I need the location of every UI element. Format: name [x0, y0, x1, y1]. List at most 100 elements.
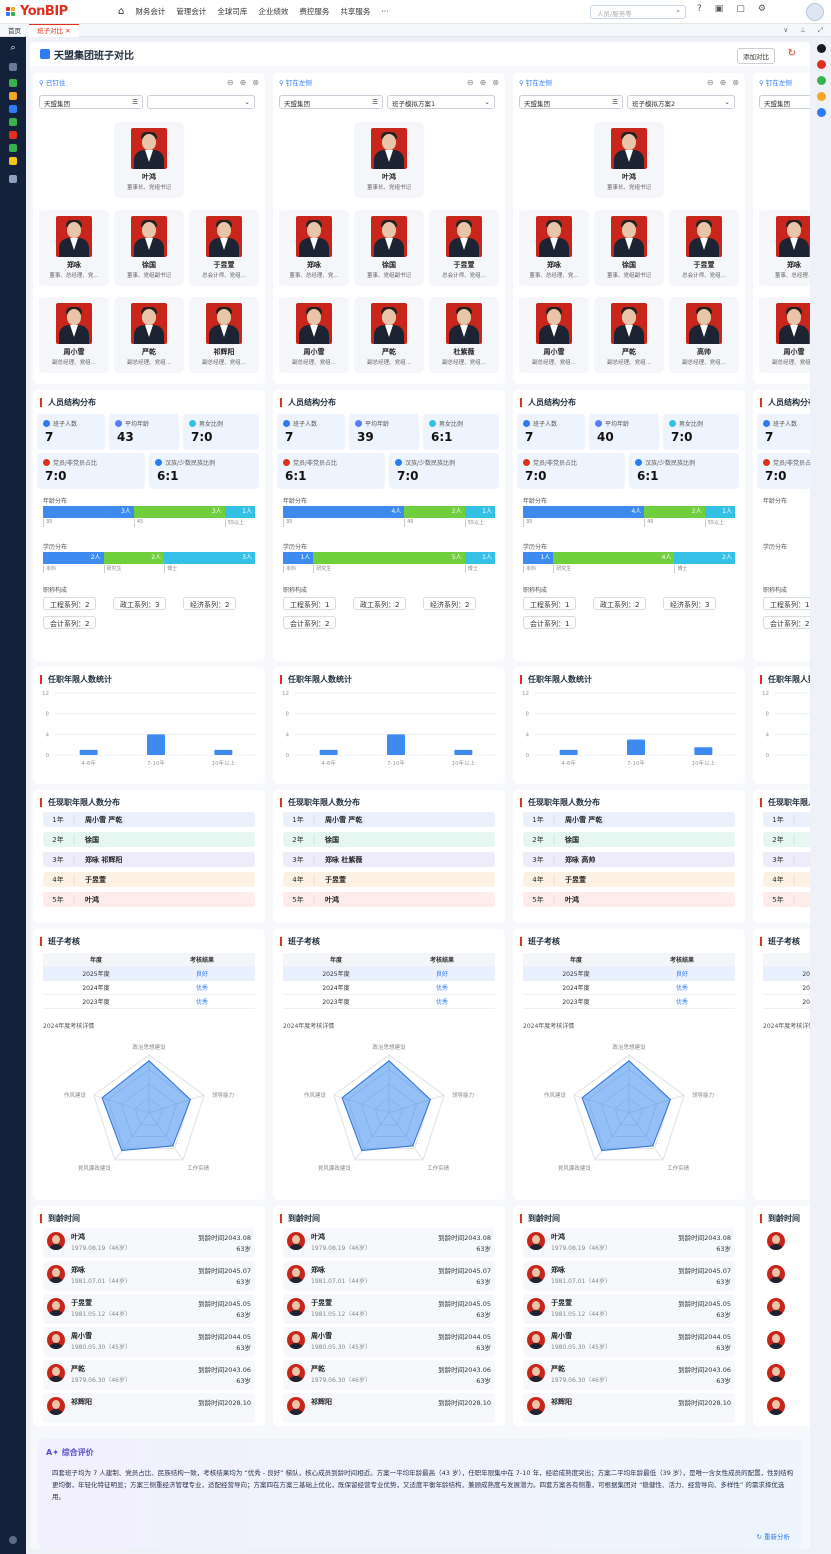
fullscreen-icon[interactable]: ⤢	[817, 25, 823, 34]
member-card[interactable]: 周小雪 副总经理、党组...	[279, 297, 349, 373]
tenure-bar[interactable]	[147, 734, 165, 755]
table-row[interactable]: 2023年度 优秀	[283, 995, 495, 1009]
cell-result[interactable]: 良好	[195, 971, 208, 978]
remove-icon[interactable]: ⊗	[732, 77, 739, 87]
org-select[interactable]: 天盟集团☰	[759, 95, 810, 109]
org-select[interactable]: 天盟集团☰	[39, 95, 143, 109]
home-icon[interactable]: ⌂	[118, 6, 125, 17]
remove-icon[interactable]: ⊗	[252, 77, 259, 87]
chat-icon[interactable]	[9, 175, 17, 183]
assistant-icon[interactable]	[817, 44, 826, 53]
pin-icon[interactable]: ⊥	[800, 25, 806, 34]
yonbip-logo[interactable]: YonBIP	[0, 4, 100, 19]
remove-icon[interactable]: ⊗	[492, 77, 499, 87]
member-card[interactable]: 徐国 董事、党组副书记	[594, 210, 664, 286]
scheme-select[interactable]: 班子模拟方案1 ⌄	[387, 95, 495, 109]
app-icon[interactable]	[9, 131, 17, 139]
app-icon[interactable]	[817, 60, 826, 69]
table-row[interactable]: 2024年度	[763, 981, 810, 995]
global-search-input[interactable]: 人员/服务等 ⌕	[590, 5, 686, 19]
member-card[interactable]: 于昱萱 总会计师、党组...	[429, 210, 499, 286]
cell-result[interactable]: 良好	[675, 971, 688, 978]
table-row[interactable]: 2024年度 优秀	[283, 981, 495, 995]
tenure-bar[interactable]	[319, 749, 338, 755]
app-icon[interactable]	[9, 118, 17, 126]
pin-toggle[interactable]: ⚲ 钉在左侧	[519, 77, 552, 87]
app-icon[interactable]	[817, 92, 826, 101]
settings-icon[interactable]: ⚙	[757, 4, 766, 14]
app-icon[interactable]	[9, 92, 17, 100]
table-row[interactable]: 2025年度 良好	[283, 967, 495, 981]
scheme-select[interactable]: 班子模拟方案2 ⌄	[627, 95, 735, 109]
message-icon[interactable]: ▢	[736, 4, 745, 14]
cell-result[interactable]: 优秀	[435, 985, 448, 992]
member-card[interactable]: 叶鸿 董事长、党组书记	[114, 122, 184, 198]
move-right-icon[interactable]: ⊕	[479, 77, 487, 87]
member-card[interactable]: 高帅 副总经理、党组...	[669, 297, 739, 373]
move-left-icon[interactable]: ⊖	[466, 77, 474, 87]
add-compare-button[interactable]: 添加对比	[737, 48, 775, 64]
app-icon[interactable]	[9, 144, 17, 152]
app-icon[interactable]	[817, 108, 826, 117]
member-card[interactable]: 杜紫薇 副总经理、党组...	[429, 297, 499, 373]
cell-result[interactable]: 良好	[435, 971, 448, 978]
app-icon[interactable]	[817, 76, 826, 85]
org-select[interactable]: 天盟集团☰	[519, 95, 623, 109]
chevron-down-icon[interactable]: ∨	[783, 25, 789, 34]
pin-toggle[interactable]: ⚲ 钉在左侧	[279, 77, 312, 87]
member-card[interactable]: 叶鸿 董事长、党组书记	[594, 122, 664, 198]
search-icon[interactable]: ⌕	[10, 43, 16, 53]
nav-item[interactable]: 财务会计	[135, 7, 166, 16]
app-grid-icon[interactable]	[6, 6, 16, 17]
calendar-icon[interactable]: ▣	[714, 4, 724, 14]
cell-result[interactable]: 优秀	[435, 999, 448, 1006]
app-icon[interactable]	[9, 157, 17, 165]
member-card[interactable]: 郑咏 董事、总经理、党...	[519, 210, 589, 286]
nav-item[interactable]: 企业绩效	[258, 7, 289, 16]
table-row[interactable]: 2025年度	[763, 967, 810, 981]
table-row[interactable]: 2023年度 优秀	[523, 995, 735, 1009]
nav-item[interactable]: 全球司库	[217, 7, 248, 16]
help-icon[interactable]: ?	[697, 4, 702, 14]
member-card[interactable]: 周小雪 副总经理、党组...	[39, 297, 109, 373]
settings-icon[interactable]	[9, 1536, 17, 1544]
member-card[interactable]: 郑咏 董事、总经理、党...	[279, 210, 349, 286]
tenure-bar[interactable]	[79, 749, 98, 755]
member-card[interactable]: 严乾 副总经理、党组...	[114, 297, 184, 373]
nav-item[interactable]: 费控服务	[299, 7, 330, 16]
cell-result[interactable]: 优秀	[675, 999, 688, 1006]
member-card[interactable]: 郑咏 董事、总经理、党...	[39, 210, 109, 286]
app-icon[interactable]	[9, 79, 17, 87]
tenure-bar[interactable]	[694, 747, 713, 755]
cell-result[interactable]: 优秀	[195, 999, 208, 1006]
table-row[interactable]: 2023年度	[763, 995, 810, 1009]
reanalyze-button[interactable]: ↻ 重新分析	[756, 1531, 790, 1541]
user-avatar[interactable]	[806, 3, 824, 21]
menu-icon[interactable]	[9, 63, 17, 71]
cell-result[interactable]: 优秀	[675, 985, 688, 992]
pin-toggle[interactable]: ⚲ 已钉住	[39, 77, 65, 87]
member-card[interactable]: 严乾 副总经理、党组...	[594, 297, 664, 373]
table-row[interactable]: 2025年度 良好	[43, 967, 255, 981]
nav-item[interactable]: 管理会计	[176, 7, 207, 16]
pin-toggle[interactable]: ⚲ 钉在左侧	[759, 77, 792, 87]
member-card[interactable]: 郑咏 董事、总经理...	[759, 210, 810, 286]
table-row[interactable]: 2023年度 优秀	[43, 995, 255, 1009]
member-card[interactable]: 祁辉阳 副总经理、党组...	[189, 297, 259, 373]
tab-active[interactable]: 班子对比 ✕	[29, 23, 79, 37]
member-card[interactable]: 严乾 副总经理、党组...	[354, 297, 424, 373]
tenure-bar[interactable]	[387, 734, 405, 755]
member-card[interactable]: 于昱萱 总会计师、党组...	[189, 210, 259, 286]
tenure-bar[interactable]	[454, 749, 473, 755]
cell-result[interactable]: 优秀	[195, 985, 208, 992]
org-select[interactable]: 天盟集团☰	[279, 95, 383, 109]
refresh-icon[interactable]: ↻	[787, 48, 796, 59]
move-right-icon[interactable]: ⊕	[239, 77, 247, 87]
member-card[interactable]: 于昱萱 总会计师、党组...	[669, 210, 739, 286]
close-icon[interactable]: ✕	[65, 26, 71, 35]
member-card[interactable]: 周小雪 副总经理、党组...	[759, 297, 810, 373]
member-card[interactable]: 徐国 董事、党组副书记	[114, 210, 184, 286]
nav-item[interactable]: 共享服务	[340, 7, 371, 16]
table-row[interactable]: 2025年度 良好	[523, 967, 735, 981]
nav-more[interactable]: ···	[381, 7, 389, 16]
